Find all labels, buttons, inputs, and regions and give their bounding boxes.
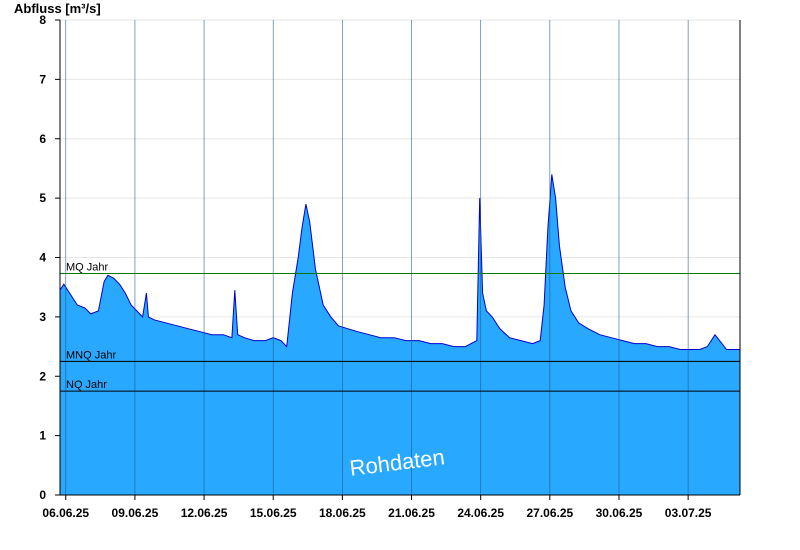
y-tick-label: 6	[39, 132, 46, 146]
discharge-area	[59, 20, 740, 495]
y-tick-label: 7	[39, 72, 46, 86]
y-tick-label: 2	[39, 369, 46, 383]
y-tick-label: 4	[39, 251, 46, 265]
x-tick-label: 06.06.25	[42, 506, 89, 520]
y-tick-label: 5	[39, 191, 46, 205]
x-tick-label: 12.06.25	[181, 506, 228, 520]
reference-line-label: NQ Jahr	[66, 379, 107, 391]
x-tick-label: 09.06.25	[112, 506, 159, 520]
x-tick-label: 18.06.25	[319, 506, 366, 520]
y-tick-label: 0	[39, 488, 46, 502]
discharge-line	[59, 174, 740, 350]
reference-line-label: MQ Jahr	[66, 262, 109, 274]
x-tick-label: 24.06.25	[457, 506, 504, 520]
x-tick-label: 21.06.25	[388, 506, 435, 520]
x-tick-label: 03.07.25	[665, 506, 712, 520]
axes: 0 1 2 3 4 5 6 7 8 06.06.25 09.06.25 12.06.25 15.06.2…	[39, 13, 741, 520]
discharge-area-fill	[60, 174, 740, 495]
y-axis-title: Abfluss [m³/s]	[14, 1, 101, 16]
x-tick-label: 15.06.25	[250, 506, 297, 520]
reference-line-label: MNQ Jahr	[66, 349, 116, 361]
y-tick-label: 3	[39, 310, 46, 324]
x-tick-label: 27.06.25	[526, 506, 573, 520]
reference-lines: MQ Jahr MNQ Jahr NQ Jahr	[60, 262, 740, 392]
x-tick-label: 30.06.25	[596, 506, 643, 520]
y-tick-label: 1	[39, 429, 46, 443]
y-tick-label: 8	[39, 13, 46, 27]
